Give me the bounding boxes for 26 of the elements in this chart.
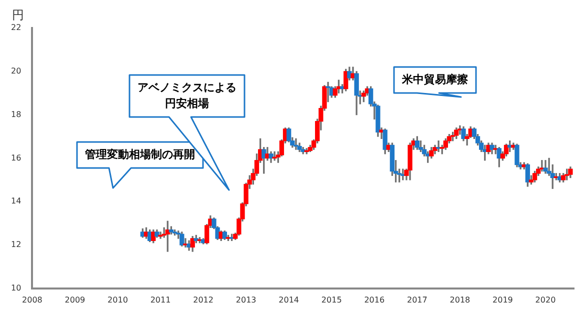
x-tick-label: 2010	[108, 295, 128, 304]
x-tick-label: 2013	[236, 295, 256, 304]
x-tick-label: 2009	[64, 295, 86, 304]
y-tick-label: 22	[10, 23, 22, 32]
x-tick-label: 2019	[492, 295, 513, 304]
y-tick-label: 14	[10, 196, 22, 206]
y-tick-label: 18	[10, 110, 22, 119]
x-tick-label: 2015	[321, 295, 342, 304]
x-tick-label: 2008	[22, 295, 42, 304]
annotation: アベノミクスによる円安相場	[138, 80, 236, 110]
annotation: 管理変動相場制の再開	[84, 148, 195, 161]
x-tick-label: 2018	[450, 295, 470, 304]
x-tick-label: 2016	[364, 295, 385, 304]
y-tick-label: 10	[10, 283, 22, 292]
candlestick	[436, 140, 441, 152]
x-tick-label: 2011	[150, 295, 171, 304]
x-tick-label: 2020	[535, 295, 556, 304]
x-tick-label: 2017	[406, 295, 428, 304]
x-tick-label: 2014	[278, 295, 300, 304]
candlestick	[493, 144, 498, 154]
y-tick-label: 16	[10, 153, 22, 162]
annotation: 米中貿易摩擦	[401, 72, 469, 86]
y-axis-title: 円	[12, 8, 24, 22]
y-tick-label: 20	[10, 66, 22, 76]
x-tick-label: 2012	[193, 295, 214, 304]
y-tick-label: 12	[10, 240, 22, 250]
